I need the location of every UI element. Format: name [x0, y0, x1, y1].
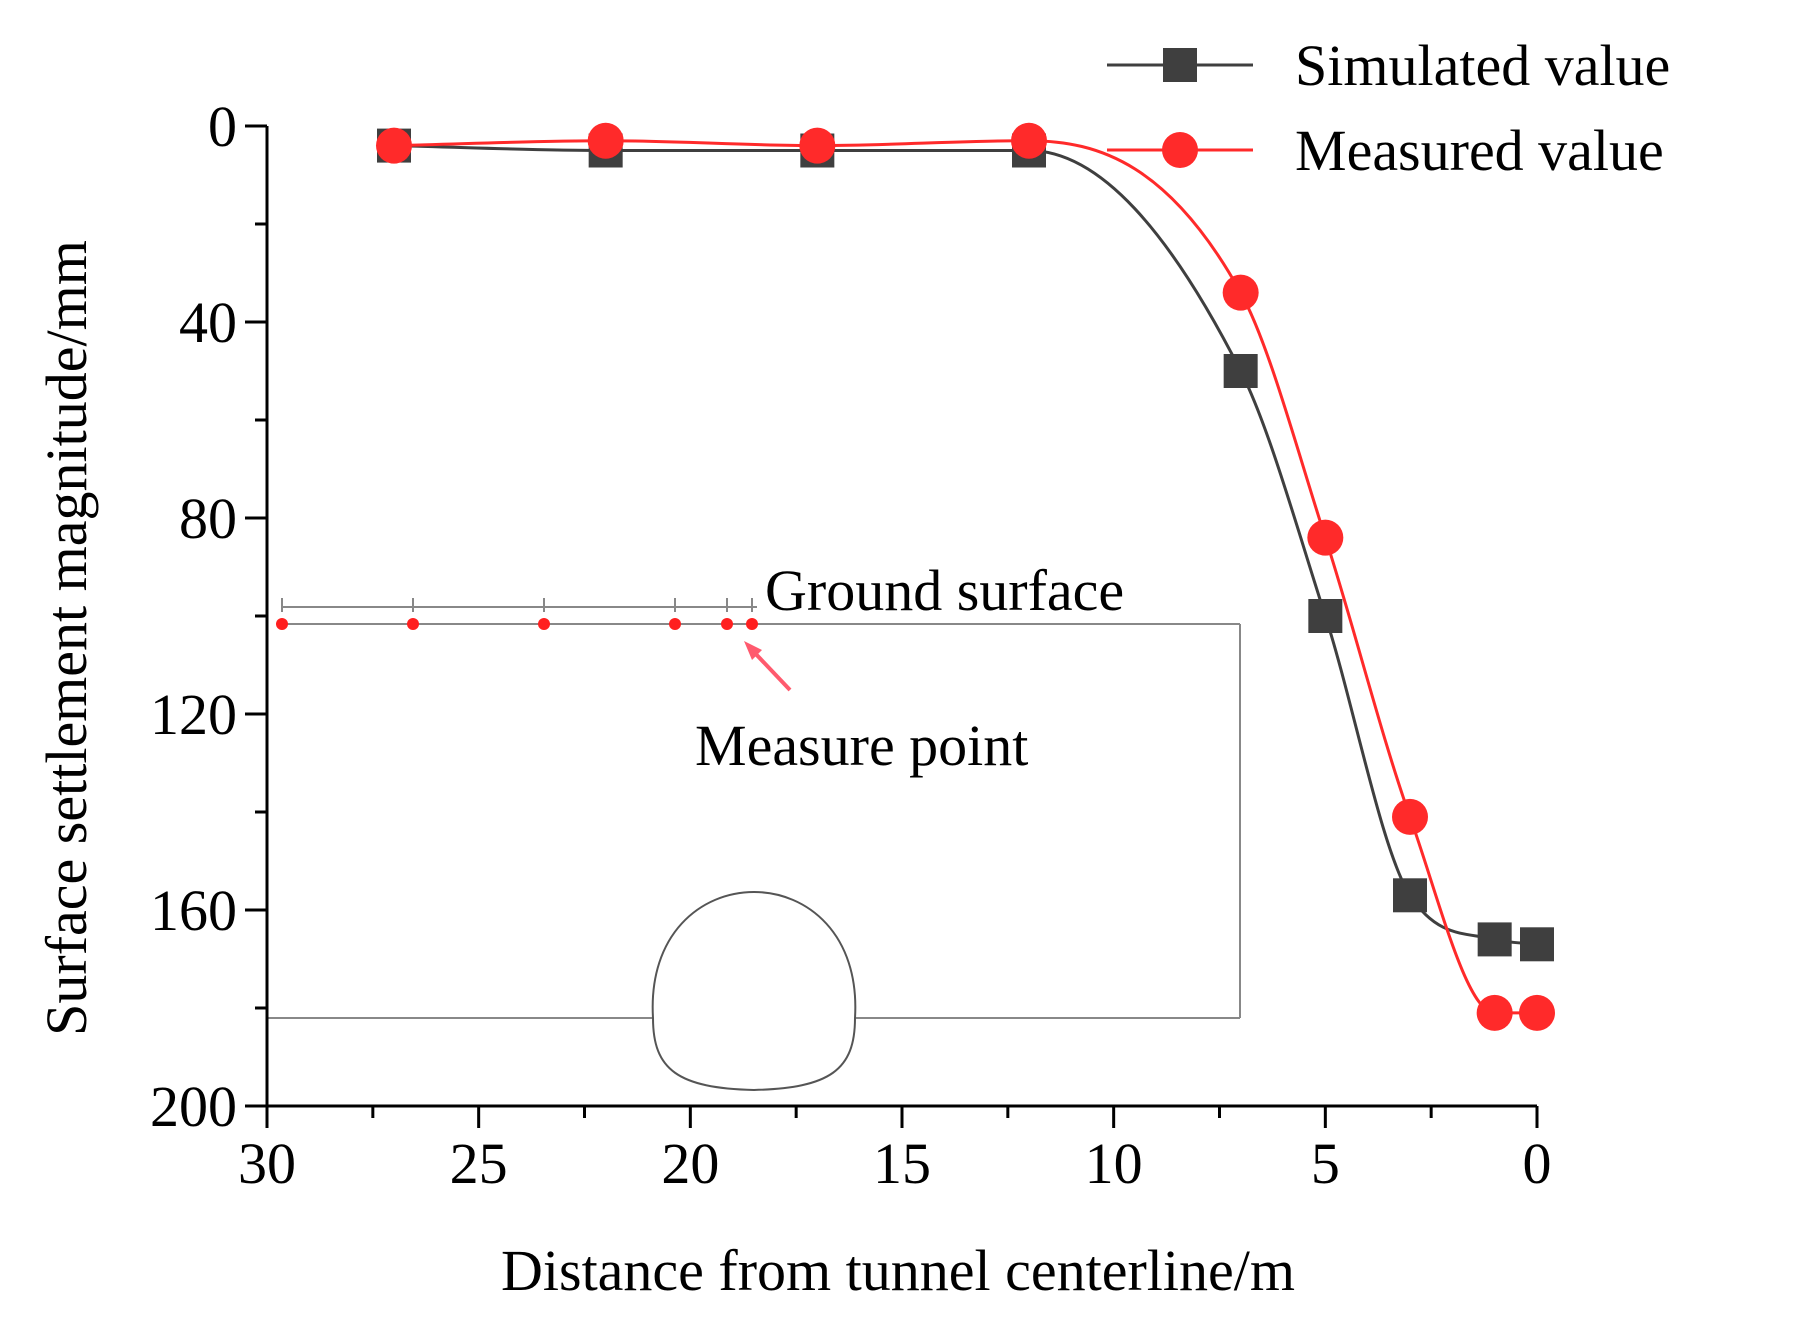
tunnel-inset-diagram: [267, 598, 1241, 1092]
x-tick-label: 25: [450, 1131, 508, 1196]
x-tick-label: 20: [661, 1131, 719, 1196]
y-tick-label: 80: [179, 486, 237, 551]
y-tick-label: 40: [179, 290, 237, 355]
legend: Simulated value Measured value: [1107, 33, 1670, 183]
y-tick-label: 160: [150, 878, 237, 943]
y-tick-label: 0: [208, 94, 237, 159]
series-point: [1477, 922, 1512, 957]
x-tick-label: 10: [1085, 1131, 1143, 1196]
y-tick-label: 120: [150, 682, 237, 747]
x-tick-label: 30: [238, 1131, 296, 1196]
series-point: [1223, 354, 1258, 388]
legend-marker: [1163, 48, 1197, 82]
series-point: [376, 127, 412, 164]
series-layer: [376, 122, 1555, 1031]
x-tick-label: 5: [1311, 1131, 1340, 1196]
series-simulated: [377, 128, 1554, 962]
series-point: [587, 122, 624, 159]
measure-point-0: [276, 618, 288, 630]
series-point: [1222, 274, 1259, 311]
series-point: [1519, 994, 1555, 1031]
series-line: [393, 144, 1538, 946]
series-point: [1520, 927, 1554, 962]
x-axis-title: Distance from tunnel centerline/m: [501, 1238, 1295, 1303]
annotation-ground-surface: Ground surface: [765, 558, 1124, 623]
x-tick-label: 0: [1523, 1131, 1552, 1196]
y-tick-label: 200: [150, 1074, 237, 1139]
measure-point-5: [746, 618, 758, 630]
series-point: [1307, 519, 1344, 556]
legend-label: Measured value: [1295, 118, 1664, 183]
series-point: [1392, 798, 1428, 835]
series-line: [393, 139, 1538, 1015]
series-point: [799, 127, 836, 164]
measure-point-arrowhead: [744, 641, 762, 660]
annotation-measure-point: Measure point: [695, 713, 1028, 778]
series-point: [1393, 878, 1427, 913]
legend-label: Simulated value: [1295, 33, 1670, 98]
measure-point-4: [721, 618, 733, 630]
y-axis-title: Surface settlement magnitude/mm: [34, 240, 99, 1036]
series-point: [1011, 122, 1047, 159]
series-measured: [376, 122, 1555, 1031]
series-point: [1476, 994, 1513, 1031]
measure-point-1: [407, 618, 419, 630]
tunnel-outline: [651, 891, 857, 1092]
x-tick-label: 15: [873, 1131, 931, 1196]
measure-point-3: [669, 618, 681, 630]
measure-point-2: [538, 618, 550, 630]
measure-point-arrow-shaft: [750, 648, 792, 692]
legend-marker: [1162, 132, 1198, 168]
series-point: [1308, 599, 1343, 633]
